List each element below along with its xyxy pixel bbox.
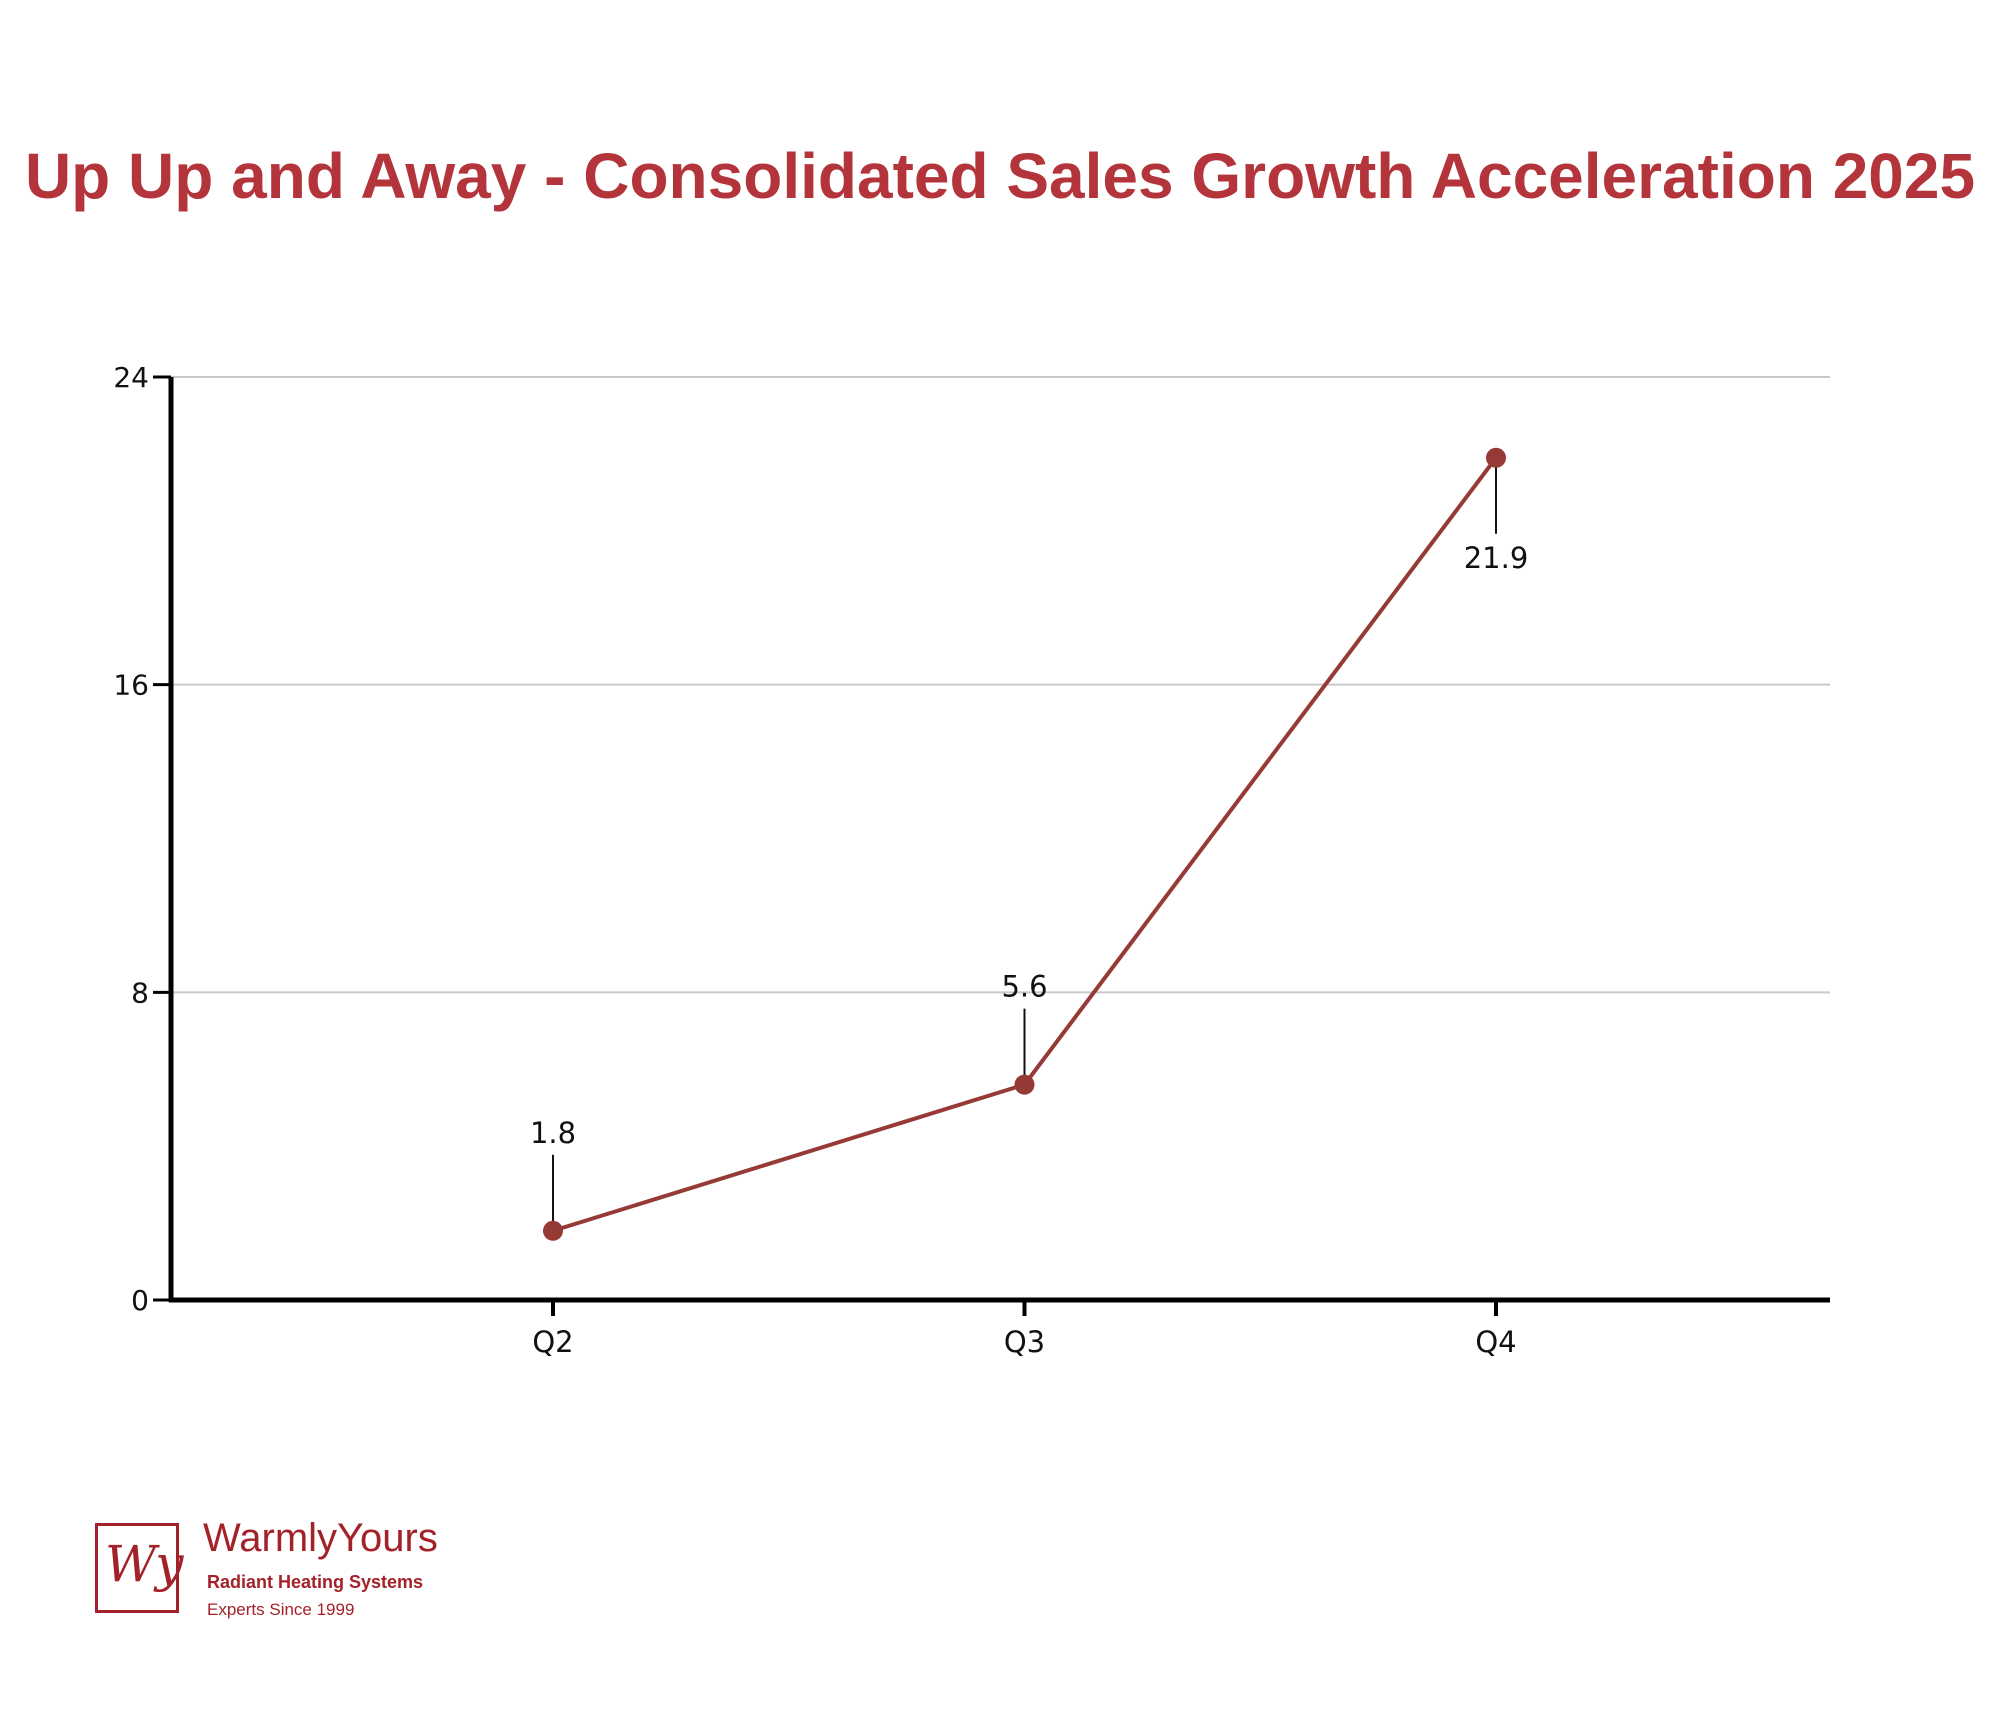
data-label: 5.6 [1001,970,1047,1004]
data-point [1014,1074,1035,1095]
y-tick-label: 16 [113,669,149,702]
logo-tagline: Radiant Heating Systems [207,1572,424,1592]
x-tick-label: Q3 [1004,1325,1045,1359]
data-point [1486,447,1506,468]
logo-monogram: Wy [105,1535,184,1593]
series-line [552,456,1498,1233]
x-tick-label: Q4 [1475,1325,1516,1359]
logo-name: WarmlyYours [203,1516,438,1560]
y-tick-label: 24 [113,361,149,394]
y-tick-label: 8 [131,976,149,1009]
data-label: 1.8 [530,1116,576,1150]
logo-box [95,1523,179,1613]
logo-since: Experts Since 1999 [207,1600,355,1619]
data-point [543,1220,563,1241]
x-tick-label: Q2 [532,1325,573,1359]
y-tick-label: 0 [131,1284,149,1317]
data-label: 21.9 [1464,541,1529,575]
chart-title: Up Up and Away - Consolidated Sales Grow… [24,140,1976,212]
